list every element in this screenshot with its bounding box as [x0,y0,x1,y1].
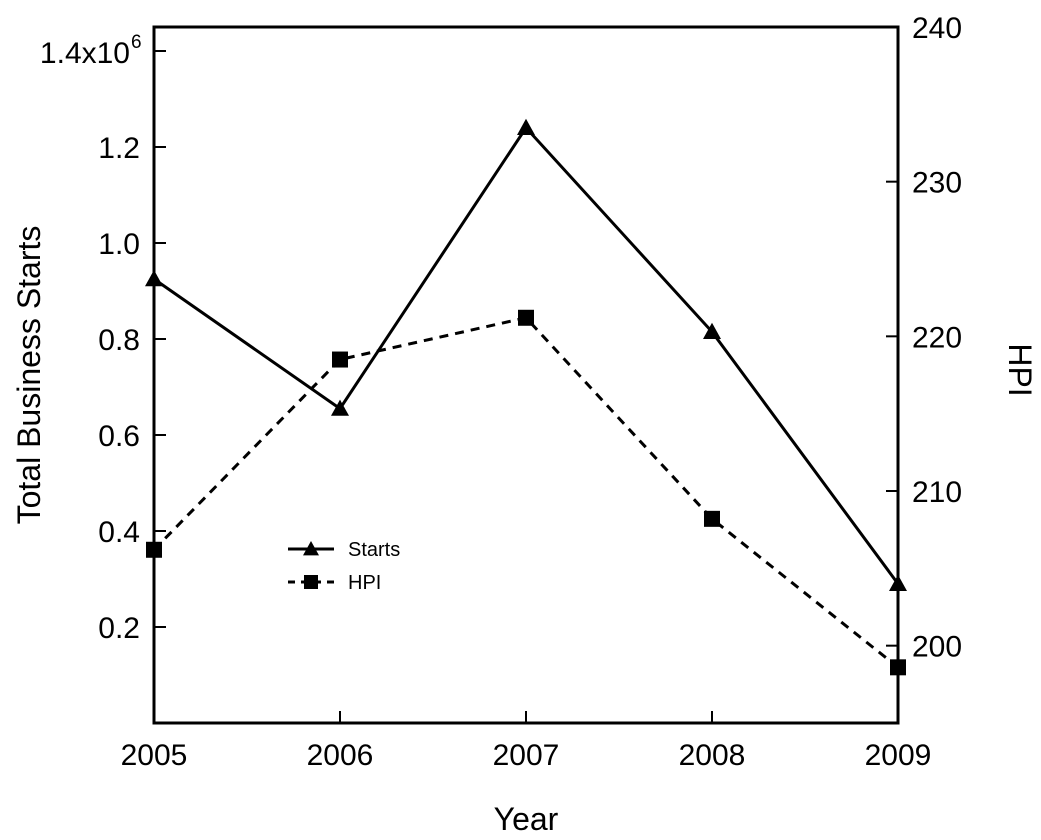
series-line-starts [153,125,900,585]
y-left-tick-label: 0.8 [98,324,140,357]
data-point-starts [145,270,163,287]
legend: Starts HPI [288,539,400,594]
y-right-axis-title: HPI [1002,343,1038,396]
data-point-starts [517,118,535,135]
series-line-hpi [152,316,899,669]
y-left-tick-label: 1.2 [98,132,140,165]
x-tick-label: 2005 [121,739,188,772]
x-tick-label: 2009 [865,739,932,772]
y-left-tick-label: 0.2 [98,612,140,645]
y-left-axis-title: Total Business Starts [11,226,47,525]
data-point-hpi [890,659,906,676]
series-layer [145,118,907,676]
x-tick-label: 2008 [679,739,746,772]
y-left-tick-label: 1.0 [98,228,140,261]
y-right-tick-label: 220 [912,321,962,354]
legend-label-starts: Starts [348,539,400,561]
y-right-tick-label: 210 [912,476,962,509]
data-point-hpi [146,541,162,558]
x-axis-title: Year [494,801,559,837]
data-point-hpi [332,351,348,368]
y-right-tick-label: 200 [912,631,962,664]
data-point-starts [331,399,349,416]
axes-layer: 2005 2006 2007 2008 20090.20.40.60.81.01.21.… [11,12,1038,837]
x-tick-label: 2006 [307,739,374,772]
data-point-starts [703,322,721,339]
data-point-hpi [704,510,720,527]
data-point-starts [889,574,907,591]
y-left-tick-label: 0.6 [98,420,140,453]
data-point-hpi [518,309,534,326]
legend-marker-hpi [304,575,318,589]
y-left-scale-label: 1.4x10 [40,37,130,70]
y-right-tick-label: 240 [912,12,962,45]
y-right-tick-label: 230 [912,167,962,200]
y-left-tick-label: 0.4 [98,516,140,549]
legend-label-hpi: HPI [348,572,381,594]
x-tick-label: 2007 [493,739,560,772]
y-left-scale-exponent: 6 [131,32,142,53]
legend-marker-starts [303,541,319,556]
